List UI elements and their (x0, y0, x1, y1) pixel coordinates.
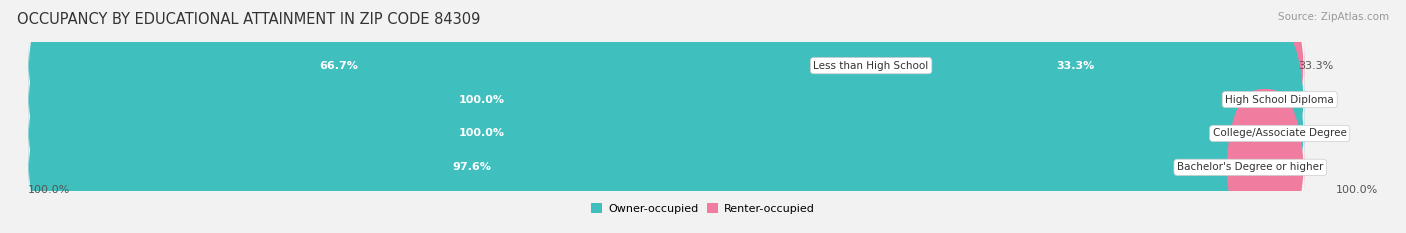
FancyBboxPatch shape (52, 151, 1279, 184)
FancyBboxPatch shape (28, 89, 1305, 233)
Text: Less than High School: Less than High School (814, 61, 929, 71)
FancyBboxPatch shape (28, 55, 1305, 212)
FancyBboxPatch shape (28, 89, 1275, 233)
Text: 97.6%: 97.6% (453, 162, 491, 172)
FancyBboxPatch shape (28, 55, 1305, 212)
Legend: Owner-occupied, Renter-occupied: Owner-occupied, Renter-occupied (586, 199, 820, 218)
Text: 100.0%: 100.0% (28, 185, 70, 195)
Text: Bachelor's Degree or higher: Bachelor's Degree or higher (1177, 162, 1323, 172)
Text: High School Diploma: High School Diploma (1226, 95, 1334, 105)
FancyBboxPatch shape (52, 83, 1279, 116)
Text: 2.4%: 2.4% (1298, 162, 1327, 172)
Text: Source: ZipAtlas.com: Source: ZipAtlas.com (1278, 12, 1389, 22)
FancyBboxPatch shape (52, 49, 1279, 82)
FancyBboxPatch shape (28, 0, 896, 144)
FancyBboxPatch shape (846, 0, 1305, 144)
Text: College/Associate Degree: College/Associate Degree (1213, 128, 1347, 138)
Text: 33.3%: 33.3% (1298, 61, 1333, 71)
Text: 66.7%: 66.7% (319, 61, 359, 71)
Text: 0.0%: 0.0% (1298, 95, 1326, 105)
Text: 100.0%: 100.0% (460, 128, 505, 138)
FancyBboxPatch shape (28, 21, 1305, 178)
FancyBboxPatch shape (52, 117, 1279, 150)
FancyBboxPatch shape (28, 21, 1305, 178)
Text: 0.0%: 0.0% (1298, 128, 1326, 138)
Text: 100.0%: 100.0% (460, 95, 505, 105)
Text: 100.0%: 100.0% (1336, 185, 1378, 195)
FancyBboxPatch shape (28, 0, 1305, 144)
Text: 33.3%: 33.3% (1056, 61, 1094, 71)
Text: OCCUPANCY BY EDUCATIONAL ATTAINMENT IN ZIP CODE 84309: OCCUPANCY BY EDUCATIONAL ATTAINMENT IN Z… (17, 12, 481, 27)
FancyBboxPatch shape (1226, 89, 1305, 233)
